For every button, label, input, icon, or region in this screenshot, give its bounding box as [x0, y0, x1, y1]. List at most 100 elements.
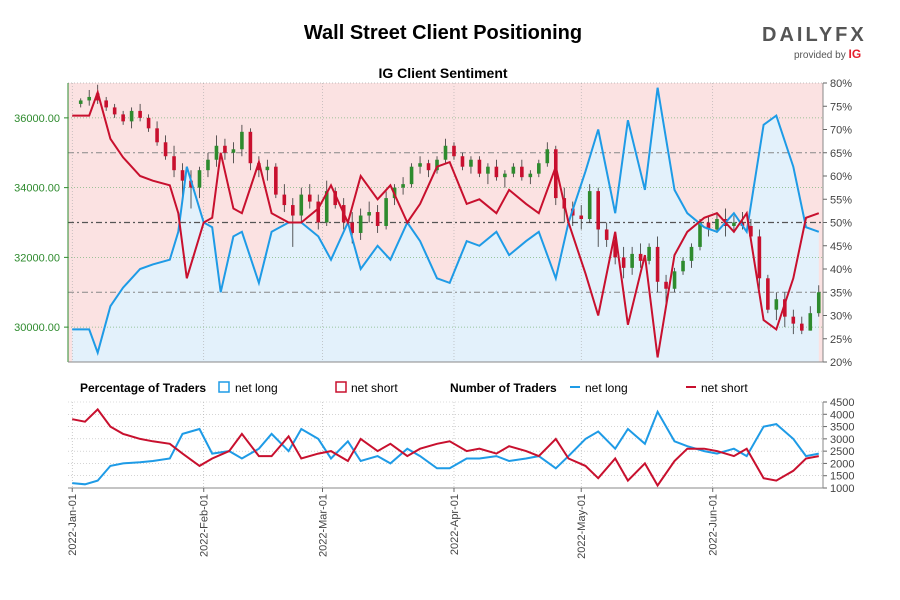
candle-body [206, 159, 210, 171]
pct-tick-label: 25% [830, 334, 852, 346]
candle-body [189, 180, 193, 188]
price-tick-label: 30000.00 [14, 322, 60, 334]
logo-daily: DAILY [762, 24, 836, 46]
candle-body [163, 142, 168, 157]
legend-net-short: net short [351, 381, 398, 395]
count-tick-label: 2000 [830, 458, 854, 470]
candle-body [511, 166, 516, 174]
candle-body [706, 222, 711, 230]
count-tick-label: 2500 [830, 446, 854, 458]
candle-body [155, 128, 159, 143]
count-tick-label: 1500 [830, 471, 854, 483]
candle-body [324, 191, 329, 223]
candle-body [766, 278, 770, 310]
candle-body [240, 131, 244, 150]
legend-number-title: Number of Traders [450, 381, 557, 395]
candle-body [520, 166, 524, 178]
x-axis: 2022-Jan-01 2022-Feb-01 2022-Mar-01 2022-Ap… [67, 488, 720, 559]
pct-tick-label: 40% [830, 264, 852, 276]
count-tick-label: 4500 [830, 397, 854, 409]
pct-tick-label: 20% [830, 357, 852, 369]
candle-body [460, 156, 465, 167]
candle-body [596, 191, 600, 230]
candle-body [732, 222, 736, 226]
pct-tick-label: 30% [830, 311, 852, 323]
count-tick-label: 3500 [830, 422, 854, 434]
x-tick-label: 2022-May-01 [576, 494, 588, 559]
candle-body [307, 194, 312, 202]
candle-body [452, 145, 456, 157]
ig-logo: IG [848, 47, 862, 61]
candle-body [630, 253, 634, 268]
candle-body [299, 194, 304, 216]
candle-body [418, 163, 422, 167]
x-tick-label: 2022-Jun-01 [708, 494, 720, 556]
legend-net-long: net long [235, 381, 278, 395]
candle-body [172, 156, 176, 171]
candle-body [494, 166, 499, 178]
chart-subtitle: IG Client Sentiment [378, 65, 507, 81]
net-long-count-line [72, 409, 819, 486]
candle-body [503, 173, 507, 178]
legend: Percentage of Traders net long net short… [80, 381, 748, 395]
candle-body [613, 239, 617, 258]
candle-body [681, 260, 685, 272]
candle-body [121, 114, 125, 122]
count-tick-label: 4000 [830, 409, 854, 421]
pct-tick-label: 70% [830, 125, 852, 137]
candle-body [545, 149, 550, 164]
legend-short-swatch [335, 381, 347, 393]
candle-body [214, 145, 219, 160]
pct-tick-label: 50% [830, 218, 852, 230]
candle-body [129, 110, 134, 122]
candle-body [350, 222, 354, 233]
candle-body [401, 184, 405, 188]
pct-tick-label: 75% [830, 101, 852, 113]
count-tick-label: 3000 [830, 434, 854, 446]
candle-body [469, 159, 473, 167]
x-tick-label: 2022-Jan-01 [67, 494, 79, 556]
candle-body [808, 313, 813, 331]
candle-body [435, 159, 439, 171]
net-short-count-line [72, 407, 819, 488]
candle-body [486, 166, 490, 174]
pct-tick-label: 65% [830, 148, 852, 160]
legend-percentage-title: Percentage of Traders [80, 381, 206, 395]
candle-body [537, 163, 541, 174]
candle-body [248, 131, 253, 164]
candle-body [672, 271, 677, 289]
candle-body [774, 299, 779, 310]
candle-body [87, 96, 92, 101]
pct-tick-label: 60% [830, 171, 852, 183]
candle-body [783, 299, 787, 317]
candle-body [799, 323, 804, 331]
candle-body [426, 163, 431, 171]
logo-fx: FX [835, 24, 867, 46]
dailyfx-logo: DAILYFX provided by IG [762, 24, 872, 61]
candle-body [791, 316, 796, 324]
candle-body [749, 225, 753, 237]
price-tick-label: 36000.00 [14, 113, 60, 125]
candle-body [715, 219, 719, 230]
pct-tick-label: 80% [830, 78, 852, 90]
candle-body [231, 149, 236, 153]
candle-body [757, 236, 762, 279]
candle-body [647, 246, 651, 261]
x-tick-label: 2022-Feb-01 [199, 494, 211, 557]
candle-body [367, 212, 371, 216]
candle-body [95, 93, 100, 101]
pct-tick-label: 45% [830, 241, 852, 253]
provided-by-text: provided by [794, 50, 846, 61]
candle-body [291, 205, 295, 216]
candle-body [553, 149, 558, 199]
candle-body [333, 191, 338, 206]
candle-body [664, 281, 668, 289]
page-title: Wall Street Client Positioning [303, 22, 583, 44]
candle-body [638, 253, 643, 261]
pct-tick-label: 35% [830, 287, 852, 299]
candle-body [698, 222, 702, 247]
candle-body [621, 257, 626, 268]
candle-body [265, 166, 270, 171]
candle-body [816, 292, 821, 314]
